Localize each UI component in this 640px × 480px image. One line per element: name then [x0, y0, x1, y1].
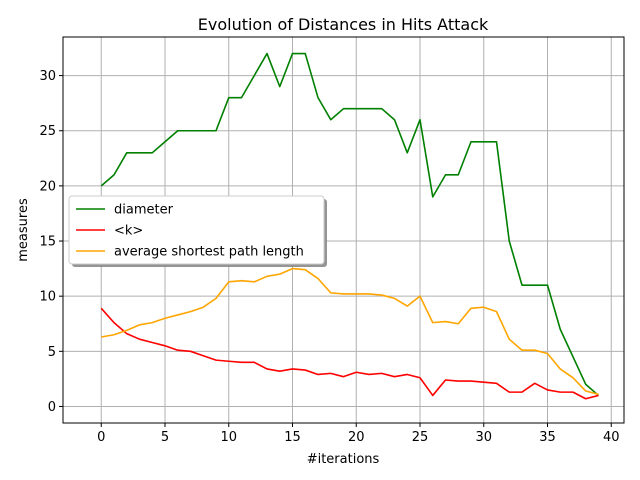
grid [63, 37, 624, 423]
legend-label: average shortest path length [114, 245, 304, 260]
x-tick-label: 0 [97, 430, 105, 445]
series-line-1 [100, 307, 599, 400]
x-tick-label: 30 [475, 430, 492, 445]
series-line-0 [100, 52, 600, 397]
x-tick-label: 15 [284, 430, 301, 445]
series-lines [100, 52, 600, 400]
y-axis-label: measures [16, 198, 31, 262]
x-tick-label: 10 [220, 430, 237, 445]
legend-label: <k> [114, 224, 143, 239]
x-tick-label: 40 [603, 430, 620, 445]
y-tick-label: 15 [39, 235, 56, 250]
legend-box [68, 195, 325, 265]
legend: diameter <k> average shortest path length [68, 195, 327, 267]
plot-frame [62, 36, 625, 424]
series-line-2 [101, 267, 599, 396]
y-tick-label: 0 [48, 400, 56, 415]
y-tick-label: 25 [39, 124, 56, 139]
x-tick-label: 35 [539, 430, 556, 445]
y-tick-label: 30 [39, 69, 56, 84]
y-tick-label: 10 [39, 290, 56, 305]
y-axis-ticks: 0 5 10 15 20 25 30 [39, 69, 63, 415]
x-tick-label: 5 [161, 430, 169, 445]
chart-title: Evolution of Distances in Hits Attack [198, 15, 489, 34]
x-tick-label: 20 [348, 430, 365, 445]
x-axis-ticks: 0 5 10 15 20 25 30 35 40 [97, 423, 620, 445]
y-tick-label: 20 [39, 179, 56, 194]
x-axis-label: #iterations [307, 452, 380, 467]
x-tick-label: 25 [412, 430, 429, 445]
legend-label: diameter [114, 203, 174, 218]
y-tick-label: 5 [48, 345, 56, 360]
